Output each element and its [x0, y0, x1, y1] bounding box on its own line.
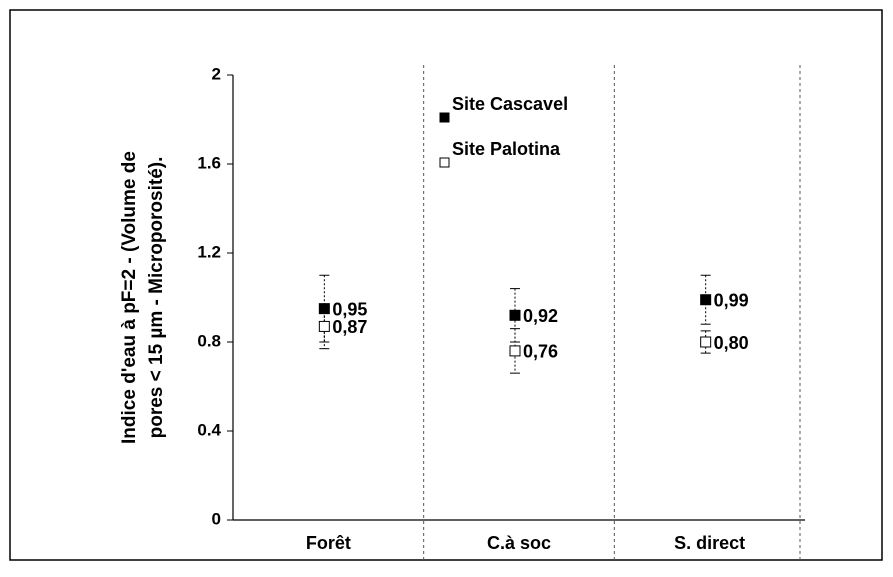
y-axis-label: Indice d'eau à pF=2 - (Volume de	[119, 151, 140, 444]
x-tick-label: Forêt	[306, 533, 351, 553]
x-tick-label: S. direct	[674, 533, 745, 553]
marker	[509, 309, 521, 321]
y-tick-label: 0	[212, 509, 221, 528]
frame	[9, 9, 883, 561]
y-axis-label: pores < 15 µm - Microporosité).	[146, 157, 167, 439]
value-label: 0,80	[714, 333, 749, 353]
marker	[700, 294, 712, 306]
value-label: 0,99	[714, 290, 749, 310]
value-label: 0,95	[332, 299, 367, 319]
y-tick-label: 1.6	[197, 153, 221, 172]
y-tick-label: 1.2	[197, 242, 221, 261]
marker	[318, 320, 330, 332]
y-tick-label: 2	[212, 64, 221, 83]
value-label: 0,87	[332, 317, 367, 337]
y-tick-label: 0.4	[197, 420, 221, 439]
y-tick-label: 0.8	[197, 331, 221, 350]
legend-label: Site Palotina	[452, 139, 561, 159]
value-label: 0,92	[523, 306, 558, 326]
legend-marker	[439, 112, 450, 123]
x-tick-label: C.à soc	[487, 533, 551, 553]
marker	[700, 336, 712, 348]
legend-label: Site Cascavel	[452, 94, 568, 114]
marker	[509, 345, 521, 357]
value-label: 0,76	[523, 342, 558, 362]
legend-marker	[439, 157, 450, 168]
